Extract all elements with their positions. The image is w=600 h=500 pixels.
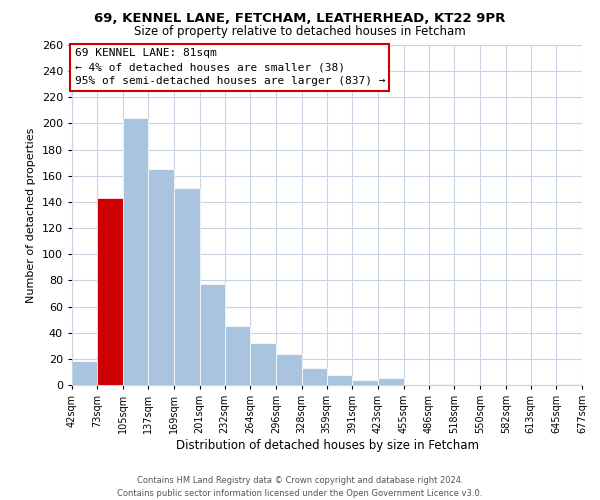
Bar [174,188,200,385]
Text: 69 KENNEL LANE: 81sqm
← 4% of detached houses are smaller (38)
95% of semi-detac: 69 KENNEL LANE: 81sqm ← 4% of detached h… [74,48,385,86]
Bar [326,374,352,385]
Bar [378,378,404,385]
Bar [122,118,148,385]
Bar [276,354,302,385]
Y-axis label: Number of detached properties: Number of detached properties [26,128,36,302]
Bar [302,368,326,385]
Bar [428,384,454,385]
X-axis label: Distribution of detached houses by size in Fetcham: Distribution of detached houses by size … [176,439,479,452]
Bar [97,198,122,385]
Bar [72,362,97,385]
Text: Size of property relative to detached houses in Fetcham: Size of property relative to detached ho… [134,25,466,38]
Bar [250,343,276,385]
Bar [200,284,224,385]
Bar [352,380,378,385]
Text: 69, KENNEL LANE, FETCHAM, LEATHERHEAD, KT22 9PR: 69, KENNEL LANE, FETCHAM, LEATHERHEAD, K… [94,12,506,26]
Bar [556,384,582,385]
Bar [224,326,250,385]
Text: Contains HM Land Registry data © Crown copyright and database right 2024.
Contai: Contains HM Land Registry data © Crown c… [118,476,482,498]
Bar [148,169,174,385]
